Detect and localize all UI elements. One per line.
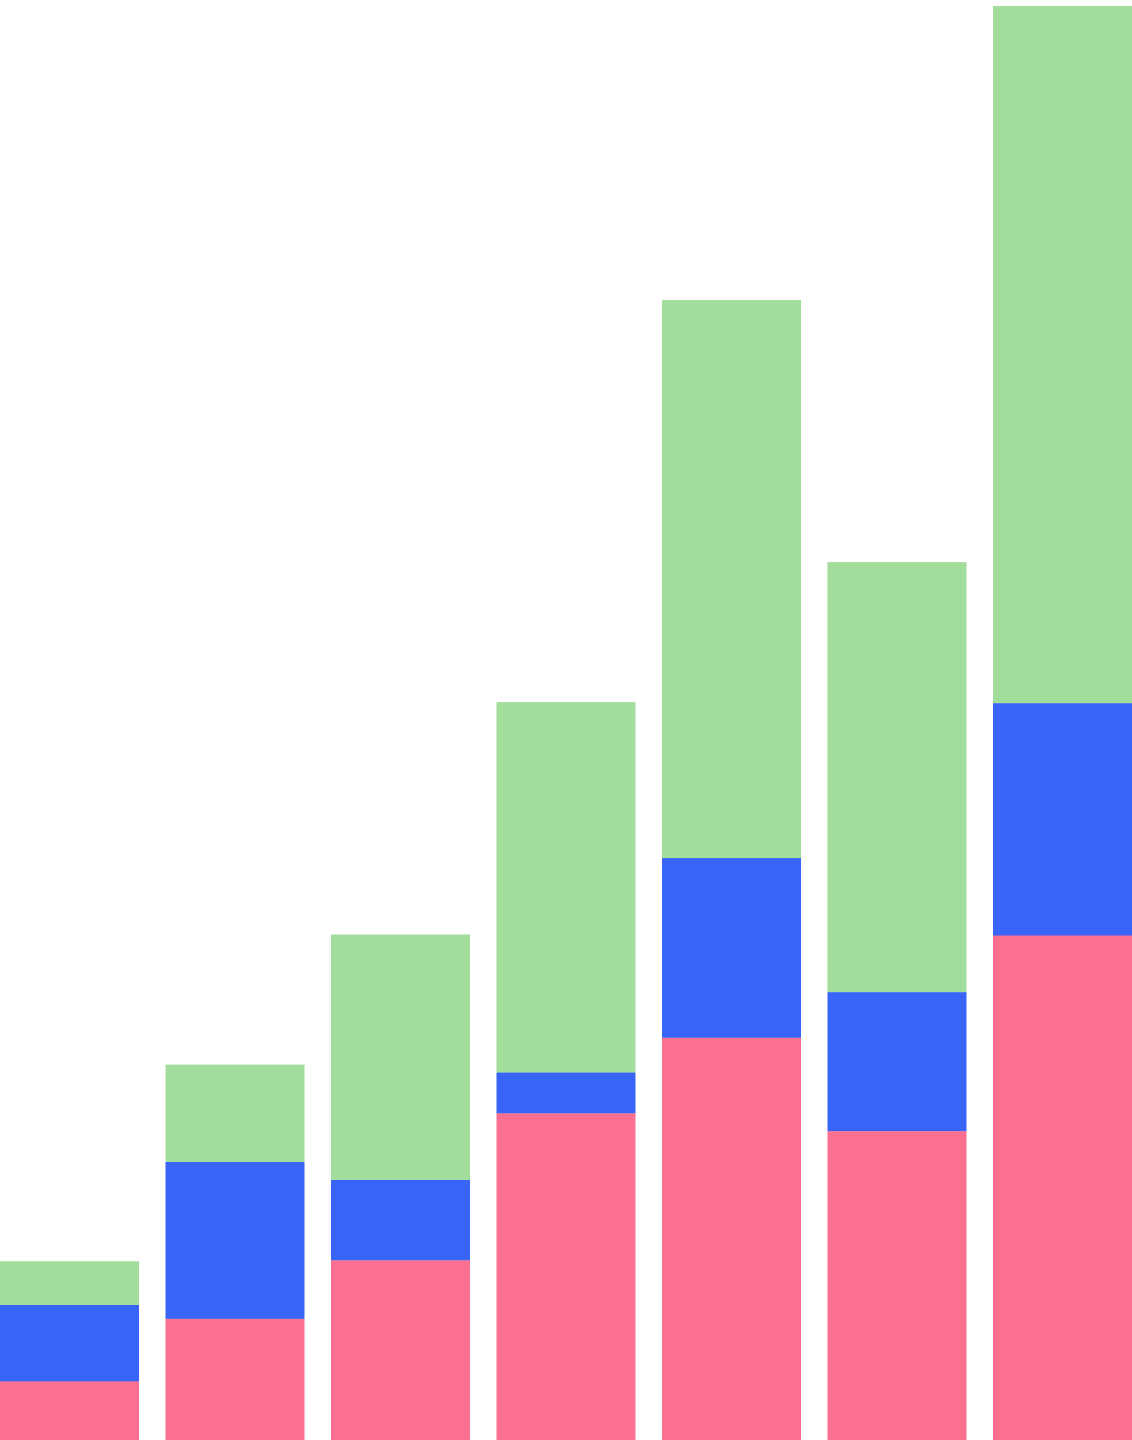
bar-6-series-2: [827, 992, 967, 1132]
bar-group-1: [0, 1261, 139, 1440]
bar-3-series-3: [331, 934, 470, 1180]
bar-6-series-3: [827, 562, 967, 993]
bar-group-6: [827, 562, 967, 1440]
bar-group-5: [662, 299, 801, 1440]
bar-4-series-2: [496, 1072, 636, 1114]
bar-2-series-1: [165, 1318, 305, 1440]
bar-3-series-2: [331, 1179, 470, 1261]
bar-4-series-1: [496, 1113, 636, 1440]
bar-1-series-2: [0, 1304, 139, 1382]
bar-group-7: [993, 5, 1132, 1440]
bar-4-series-3: [496, 702, 636, 1073]
bar-5-series-1: [662, 1037, 801, 1440]
bar-1-series-1: [0, 1381, 139, 1440]
bar-3-series-1: [331, 1260, 470, 1440]
bar-7-series-3: [993, 5, 1132, 704]
bar-1-series-3: [0, 1261, 139, 1305]
bar-group-2: [165, 1064, 305, 1440]
bar-2-series-2: [165, 1161, 305, 1319]
bars-layer: [0, 5, 1132, 1440]
bar-2-series-3: [165, 1064, 305, 1162]
bar-group-4: [496, 702, 636, 1440]
bar-7-series-1: [993, 935, 1132, 1440]
bar-6-series-1: [827, 1131, 967, 1440]
bar-5-series-2: [662, 858, 801, 1038]
bar-7-series-2: [993, 703, 1132, 936]
bar-5-series-3: [662, 299, 801, 859]
bar-group-3: [331, 934, 470, 1440]
